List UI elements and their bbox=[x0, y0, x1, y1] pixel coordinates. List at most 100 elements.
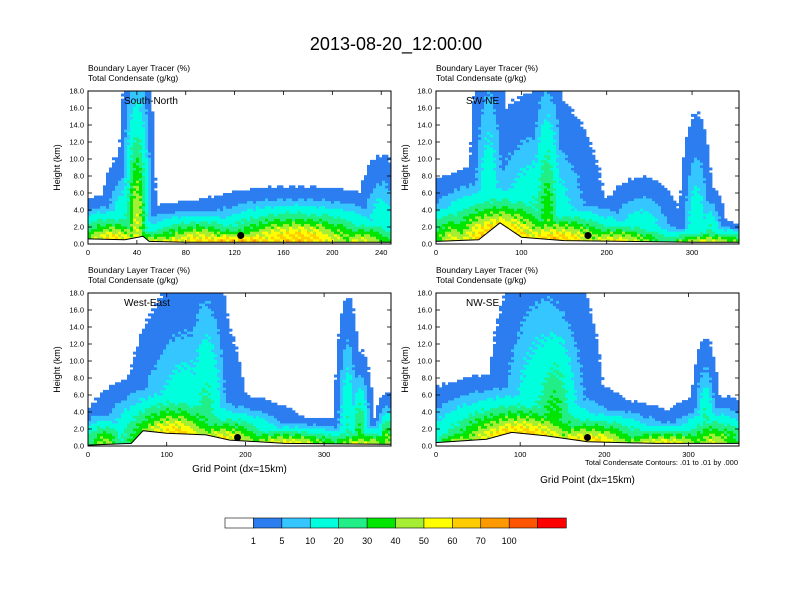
field-cell bbox=[298, 236, 302, 240]
field-cell bbox=[610, 221, 614, 224]
field-cell bbox=[130, 136, 134, 140]
field-cell bbox=[145, 159, 149, 163]
field-cell bbox=[379, 233, 383, 237]
field-cell bbox=[178, 228, 182, 232]
field-cell bbox=[283, 221, 287, 224]
field-cell bbox=[100, 221, 104, 224]
field-cell bbox=[661, 190, 665, 194]
field-cell bbox=[334, 193, 338, 196]
field-cell bbox=[682, 210, 686, 214]
field-cell bbox=[658, 193, 662, 196]
field-cell bbox=[151, 205, 155, 209]
field-cell bbox=[100, 198, 104, 202]
field-cell bbox=[664, 221, 668, 224]
field-cell bbox=[382, 200, 386, 204]
field-cell bbox=[589, 236, 593, 240]
field-cell bbox=[688, 205, 692, 209]
field-cell bbox=[145, 233, 149, 237]
field-cell bbox=[160, 213, 164, 217]
field-cell bbox=[532, 187, 536, 191]
field-cell bbox=[94, 200, 98, 204]
field-cell bbox=[490, 200, 494, 204]
field-cell bbox=[721, 231, 725, 235]
field-cell bbox=[298, 221, 302, 224]
field-cell bbox=[145, 164, 149, 168]
field-cell bbox=[142, 142, 146, 145]
field-cell bbox=[634, 182, 638, 186]
field-cell bbox=[547, 233, 551, 237]
field-cell bbox=[316, 193, 320, 196]
field-cell bbox=[148, 103, 152, 107]
field-cell bbox=[124, 91, 128, 94]
field-cell bbox=[691, 190, 695, 194]
field-cell bbox=[490, 223, 494, 227]
field-cell bbox=[193, 236, 197, 240]
field-cell bbox=[574, 198, 578, 202]
field-cell bbox=[103, 233, 107, 237]
field-cell bbox=[586, 190, 590, 194]
field-cell bbox=[262, 233, 266, 237]
field-cell bbox=[712, 190, 716, 194]
field-cell bbox=[574, 185, 578, 189]
field-cell bbox=[577, 226, 581, 230]
field-cell bbox=[661, 233, 665, 237]
field-cell bbox=[706, 185, 710, 189]
field-cell bbox=[115, 167, 119, 171]
field-cell bbox=[256, 226, 260, 230]
field-cell bbox=[133, 218, 137, 222]
field-cell bbox=[568, 205, 572, 209]
field-cell bbox=[616, 208, 620, 212]
field-cell bbox=[328, 215, 332, 219]
field-cell bbox=[619, 187, 623, 191]
field-cell bbox=[130, 131, 134, 135]
field-cell bbox=[283, 195, 287, 199]
field-cell bbox=[709, 190, 713, 194]
field-cell bbox=[118, 200, 122, 204]
field-cell bbox=[616, 210, 620, 214]
field-cell bbox=[511, 215, 515, 219]
field-cell bbox=[115, 164, 119, 168]
field-cell bbox=[367, 180, 371, 184]
field-cell bbox=[157, 205, 161, 209]
field-cell bbox=[124, 136, 128, 140]
field-cell bbox=[328, 210, 332, 214]
field-cell bbox=[382, 182, 386, 186]
field-cell bbox=[88, 223, 92, 227]
field-cell bbox=[604, 210, 608, 214]
field-cell bbox=[136, 215, 140, 219]
field-cell bbox=[136, 213, 140, 217]
field-cell bbox=[265, 231, 269, 235]
field-cell bbox=[535, 208, 539, 212]
field-cell bbox=[706, 215, 710, 219]
field-cell bbox=[469, 221, 473, 224]
field-cell bbox=[367, 238, 371, 242]
field-cell bbox=[274, 200, 278, 204]
field-cell bbox=[655, 208, 659, 212]
field-cell bbox=[574, 187, 578, 191]
field-cell bbox=[382, 172, 386, 176]
field-cell bbox=[229, 233, 233, 237]
field-cell bbox=[520, 233, 524, 237]
field-cell bbox=[280, 231, 284, 235]
field-cell bbox=[103, 226, 107, 230]
field-cell bbox=[496, 210, 500, 214]
field-cell bbox=[565, 223, 569, 227]
field-cell bbox=[481, 193, 485, 196]
field-cell bbox=[304, 198, 308, 202]
field-cell bbox=[130, 226, 134, 230]
field-cell bbox=[382, 154, 386, 158]
field-cell bbox=[499, 193, 503, 196]
field-cell bbox=[379, 180, 383, 184]
field-cell bbox=[673, 208, 677, 212]
field-cell bbox=[649, 205, 653, 209]
field-cell bbox=[607, 200, 611, 204]
field-cell bbox=[667, 200, 671, 204]
field-cell bbox=[157, 218, 161, 222]
field-cell bbox=[307, 190, 311, 194]
field-cell bbox=[109, 180, 113, 184]
field-cell bbox=[106, 175, 110, 179]
field-cell bbox=[127, 167, 131, 171]
field-cell bbox=[559, 231, 563, 235]
field-cell bbox=[688, 210, 692, 214]
field-cell bbox=[298, 223, 302, 227]
